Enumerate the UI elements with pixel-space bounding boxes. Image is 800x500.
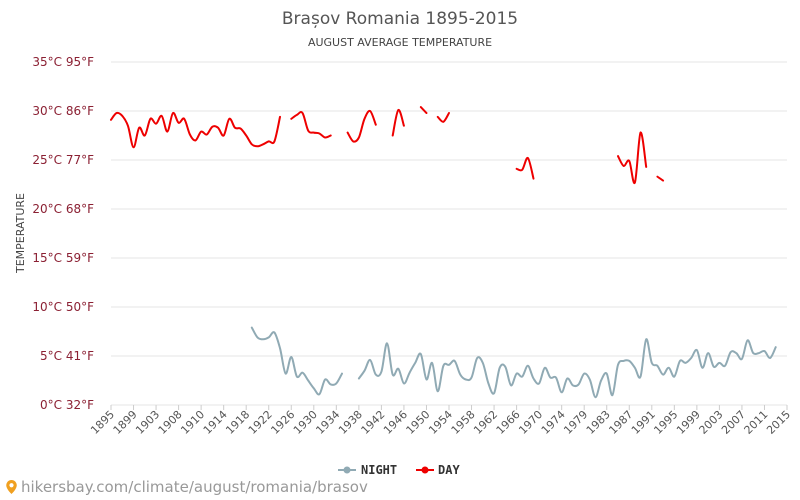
x-tick-label: 1938 [336,408,365,437]
x-tick-label: 1918 [223,408,252,437]
x-tick-label: 1979 [561,408,590,437]
series-day-line [515,156,535,180]
x-tick-label: 1987 [606,408,635,437]
x-tick-label: 1934 [313,408,342,437]
map-pin-icon [6,480,17,494]
series-day-line [656,175,665,182]
x-tick-label: 1999 [674,408,703,437]
chart-subtitle: AUGUST AVERAGE TEMPERATURE [308,36,492,49]
x-tick-label: 2011 [742,408,771,437]
y-tick-label: 10°C 50°F [32,300,94,314]
legend-day-marker [421,466,429,474]
footer-link[interactable]: hikersbay.com/climate/august/romania/bra… [6,478,368,496]
x-tick-label: 1942 [359,408,388,437]
chart-title: Brașov Romania 1895-2015 [282,9,518,29]
series-night [250,326,777,399]
series-day [110,106,665,185]
x-tick-label: 1966 [494,408,523,437]
y-tick-label: 15°C 59°F [32,251,94,265]
footer-url[interactable]: hikersbay.com/climate/august/romania/bra… [21,478,368,496]
y-axis-ticks: 0°C 32°F 5°C 41°F 10°C 50°F 15°C 59°F 20°C 6… [32,55,94,412]
plot-area [110,106,777,399]
series-day-line [290,111,332,139]
x-tick-label: 2007 [719,408,748,437]
series-day-line [391,108,405,137]
x-tick-label: 1910 [178,408,207,437]
x-tick-label: 1930 [291,408,320,437]
x-tick-label: 1995 [651,408,680,437]
x-tick-label: 1926 [268,408,297,437]
x-tick-label: 1908 [156,408,185,437]
x-tick-label: 1922 [246,408,275,437]
x-tick-label: 2015 [764,408,793,437]
series-day-line [110,111,281,149]
series-day-line [419,106,428,114]
series-night-line [250,326,343,396]
x-tick-label: 1914 [201,408,230,437]
x-tick-label: 1962 [471,408,500,437]
legend-night-label: NIGHT [361,463,397,477]
y-axis-label: TEMPERATURE [14,193,27,274]
x-tick-label: 1983 [584,408,613,437]
x-tick-label: 1950 [404,408,433,437]
y-tick-label: 20°C 68°F [32,202,94,216]
x-tick-label: 1974 [539,408,568,437]
legend-day-label: DAY [438,463,460,477]
legend-item-night[interactable]: NIGHT [338,463,397,477]
x-axis-ticks: 1895189919031908191019141918192219261930… [88,405,793,437]
x-tick-label: 2003 [697,408,726,437]
y-tick-label: 5°C 41°F [40,349,94,363]
legend-night-marker [343,466,351,474]
x-tick-label: 1895 [88,408,117,437]
grid [111,61,787,406]
legend-item-day[interactable]: DAY [416,463,460,477]
series-night-line [357,338,777,399]
y-tick-label: 30°C 86°F [32,104,94,118]
series-day-line [436,112,450,123]
x-tick-label: 1903 [133,408,162,437]
series-day-line [617,131,648,185]
x-tick-label: 1954 [426,408,455,437]
y-tick-label: 0°C 32°F [40,398,94,412]
x-tick-label: 1991 [629,408,658,437]
x-tick-label: 1946 [381,408,410,437]
x-tick-label: 1899 [111,408,140,437]
x-tick-label: 1970 [516,408,545,437]
y-tick-label: 35°C 95°F [32,55,94,69]
y-tick-label: 25°C 77°F [32,153,94,167]
x-tick-label: 1958 [449,408,478,437]
legend: NIGHT DAY [338,463,460,477]
series-day-line [346,109,377,143]
